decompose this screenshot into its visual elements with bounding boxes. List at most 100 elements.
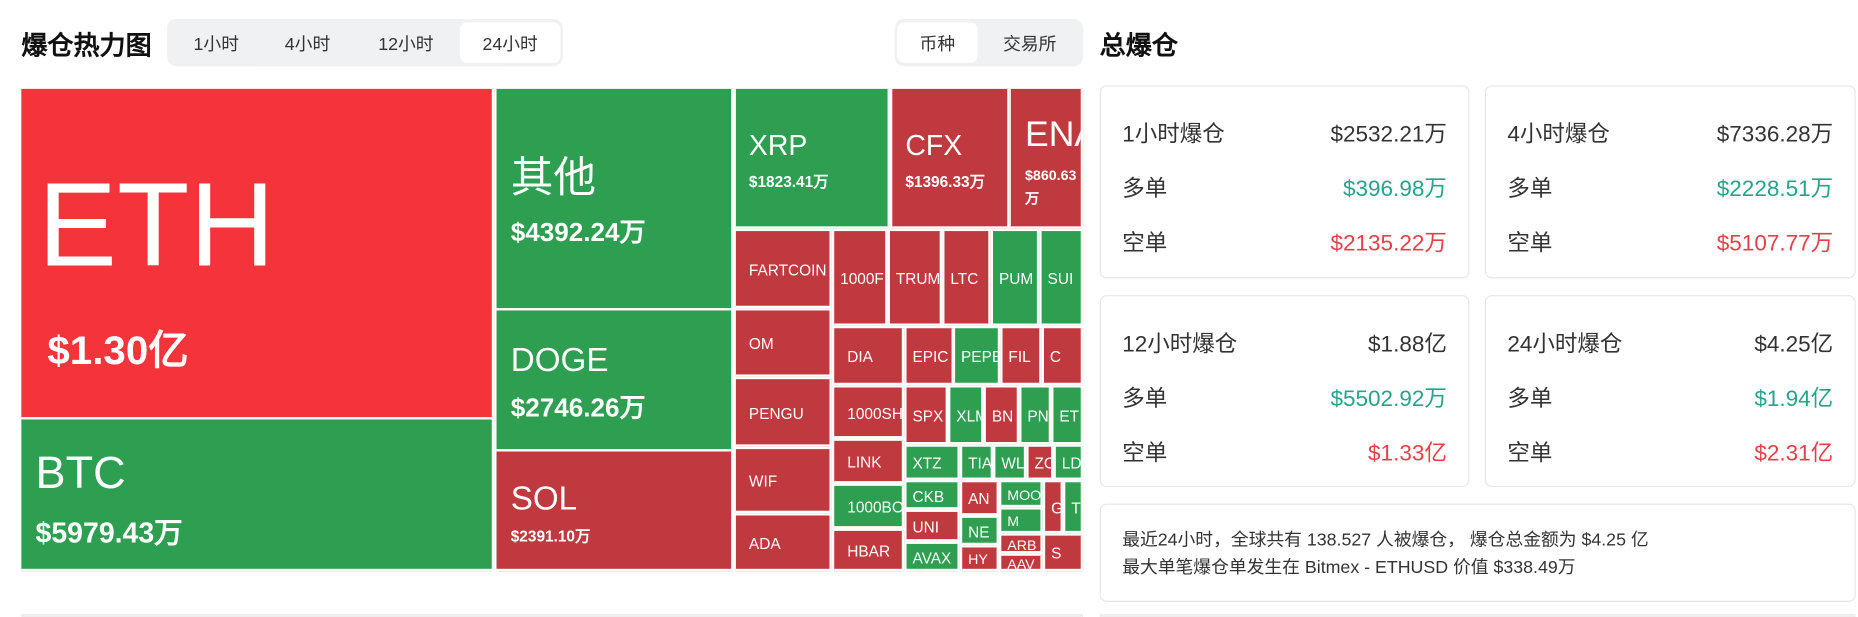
tile-label: G bbox=[1051, 498, 1063, 517]
tile-value: $860.63万 bbox=[1025, 166, 1077, 208]
heatmap-tile[interactable]: LTC bbox=[944, 231, 991, 326]
heatmap-tile[interactable]: WL bbox=[995, 446, 1027, 480]
tile-label: PUM bbox=[998, 269, 1034, 288]
card-row: 多单 $396.98万 bbox=[1122, 171, 1447, 203]
heatmap-title: 爆仓热力图 bbox=[21, 30, 152, 61]
heatmap-tile[interactable]: FARTCOIN bbox=[735, 231, 832, 309]
view-tab[interactable]: 交易所 bbox=[1003, 33, 1057, 54]
row-value: $2.31亿 bbox=[1754, 441, 1834, 467]
card-row: 空单 $2135.22万 bbox=[1122, 226, 1447, 258]
heatmap-tile[interactable]: HY bbox=[962, 547, 999, 572]
heatmap-tile[interactable]: XLM bbox=[950, 387, 984, 445]
heatmap-tile[interactable]: 1000BO bbox=[834, 485, 905, 529]
tile-label: S bbox=[1051, 544, 1062, 563]
time-tab[interactable]: 12小时 bbox=[378, 33, 434, 54]
divider bbox=[21, 613, 1084, 617]
summary-title: 总爆仓 bbox=[1099, 30, 1178, 61]
tile-label: HY bbox=[968, 551, 988, 568]
tile-label: HBAR bbox=[847, 542, 891, 560]
heatmap-tile[interactable]: DOGE $2746.26万 bbox=[496, 310, 734, 452]
heatmap-tile[interactable]: T bbox=[1065, 482, 1084, 534]
tile-label: SOL bbox=[510, 479, 578, 517]
note-line: 最近24小时，全球共有 138.527 人被爆仓， 爆仓总金额为 $4.25 亿 bbox=[1122, 530, 1649, 551]
heatmap-tile[interactable]: NE bbox=[962, 517, 999, 546]
tile-label: BN bbox=[991, 407, 1014, 425]
heatmap-tile[interactable]: FIL bbox=[1002, 328, 1042, 386]
card-row: 1小时爆仓 $2532.21万 bbox=[1122, 117, 1447, 149]
heatmap-tile[interactable]: PUM bbox=[993, 231, 1040, 326]
row-value: $1.88亿 bbox=[1368, 332, 1447, 358]
heatmap-tile[interactable]: UNI bbox=[906, 511, 960, 542]
heatmap-tile[interactable]: 其他 $4392.24万 bbox=[496, 88, 734, 311]
tile-label: FIL bbox=[1008, 347, 1031, 366]
heatmap-tile[interactable]: LINK bbox=[834, 440, 905, 484]
heatmap-tile[interactable]: C bbox=[1043, 328, 1084, 386]
card-row: 多单 $5502.92万 bbox=[1122, 381, 1447, 413]
heatmap-tile[interactable]: BTC $5979.43万 bbox=[21, 419, 495, 572]
heatmap-tile[interactable]: ET bbox=[1053, 387, 1084, 445]
view-tab[interactable]: 币种 bbox=[897, 22, 978, 63]
heatmap-tile[interactable]: ETH $1.30亿 bbox=[21, 88, 495, 420]
heatmap-tile[interactable]: HBAR bbox=[834, 530, 905, 572]
heatmap-tile[interactable]: WIF bbox=[735, 449, 832, 514]
heatmap-tile[interactable]: ENA $860.63万 bbox=[1010, 88, 1084, 229]
tile-label: SPX bbox=[912, 407, 944, 425]
heatmap-tile[interactable]: DIA bbox=[834, 328, 905, 386]
heatmap-tile[interactable]: MOO bbox=[1001, 482, 1043, 508]
tile-label: SUI bbox=[1047, 269, 1074, 288]
heatmap-tile[interactable]: LD bbox=[1055, 446, 1084, 480]
card-row: 4小时爆仓 $7336.28万 bbox=[1507, 117, 1833, 149]
row-value: $2532.21万 bbox=[1330, 122, 1447, 148]
summary-card: 24小时爆仓 $4.25亿 多单 $1.94亿 空单 $2.31亿 bbox=[1484, 295, 1856, 488]
heatmap-tile[interactable]: AN bbox=[962, 482, 999, 516]
heatmap-tile[interactable]: XRP $1823.41万 bbox=[735, 88, 890, 229]
tile-label: AAV bbox=[1007, 555, 1035, 572]
heatmap-tile[interactable]: 1000F bbox=[834, 231, 888, 326]
heatmap-tile[interactable]: CFX $1396.33万 bbox=[892, 88, 1010, 229]
heatmap-tile[interactable]: SOL $2391.10万 bbox=[496, 451, 734, 572]
heatmap-tile[interactable]: 1000SHI bbox=[834, 387, 905, 439]
heatmap-tile[interactable]: CKB bbox=[906, 482, 960, 510]
tile-label: 1000BO bbox=[847, 498, 904, 517]
card-row: 空单 $5107.77万 bbox=[1507, 226, 1833, 258]
heatmap-tile[interactable]: PENGU bbox=[735, 379, 832, 447]
heatmap-tile[interactable]: OM bbox=[735, 310, 832, 377]
heatmap-tile[interactable]: TRUM bbox=[889, 231, 943, 326]
card-row: 24小时爆仓 $4.25亿 bbox=[1507, 326, 1833, 358]
heatmap-tile[interactable]: TIA bbox=[962, 446, 994, 480]
time-tab[interactable]: 1小时 bbox=[193, 33, 239, 54]
tile-label: TRUM bbox=[895, 269, 941, 288]
note-line: 最大单笔爆仓单发生在 Bitmex - ETHUSD 价值 $338.49万 bbox=[1122, 557, 1576, 578]
time-tabs: 1小时 4小时 12小时 24小时 bbox=[167, 18, 563, 67]
tile-label: 1000SHI bbox=[847, 404, 905, 422]
tile-label: CKB bbox=[912, 487, 945, 505]
view-tabs: 币种 交易所 bbox=[894, 18, 1084, 67]
heatmap-tile[interactable]: AAV bbox=[1001, 555, 1043, 572]
heatmap-tile[interactable]: G bbox=[1045, 482, 1063, 534]
heatmap-tile[interactable]: ZC bbox=[1028, 446, 1054, 480]
tile-label: CFX bbox=[905, 130, 963, 163]
row-label: 多单 bbox=[1507, 386, 1553, 412]
time-tab[interactable]: 24小时 bbox=[459, 22, 561, 63]
heatmap-tile[interactable]: SUI bbox=[1041, 231, 1084, 326]
heatmap-tile[interactable]: M bbox=[1001, 509, 1043, 534]
heatmap-tile[interactable]: SPX bbox=[906, 387, 948, 445]
heatmap-tile[interactable]: XTZ bbox=[906, 446, 960, 480]
tile-label: T bbox=[1071, 498, 1081, 517]
tile-label: ZC bbox=[1034, 454, 1054, 473]
heatmap-tile[interactable]: PEPE bbox=[955, 328, 1001, 386]
row-label: 空单 bbox=[1122, 231, 1168, 257]
tile-label: EPIC bbox=[912, 347, 949, 366]
row-value: $4.25亿 bbox=[1754, 332, 1834, 358]
notes-card: 最近24小时，全球共有 138.527 人被爆仓， 爆仓总金额为 $4.25 亿… bbox=[1099, 503, 1856, 602]
card-row: 12小时爆仓 $1.88亿 bbox=[1122, 326, 1447, 358]
heatmap-tile[interactable]: PN bbox=[1021, 387, 1052, 445]
time-tab[interactable]: 4小时 bbox=[284, 33, 331, 54]
heatmap-tile[interactable]: ADA bbox=[735, 515, 832, 572]
heatmap-tile[interactable]: S bbox=[1045, 535, 1084, 572]
heatmap-tile[interactable]: BN bbox=[985, 387, 1020, 445]
heatmap-tile[interactable]: ARB bbox=[1001, 535, 1043, 554]
row-label: 多单 bbox=[1507, 177, 1553, 203]
heatmap-tile[interactable]: AVAX bbox=[906, 543, 960, 572]
heatmap-tile[interactable]: EPIC bbox=[906, 328, 954, 386]
